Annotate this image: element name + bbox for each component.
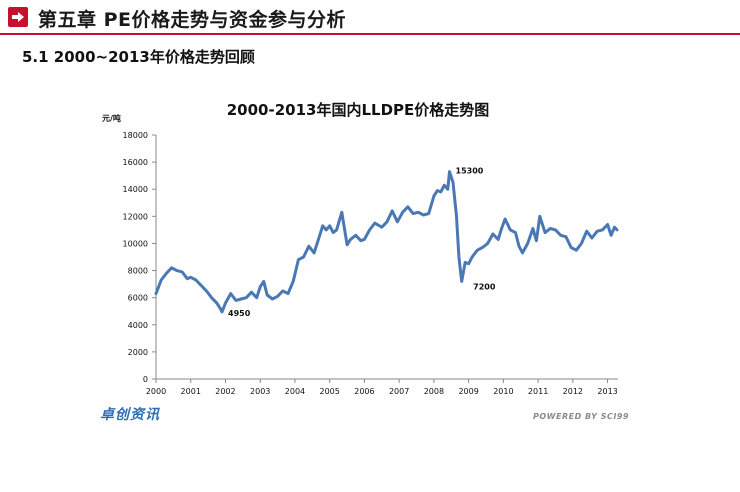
x-tick-label: 2004 [285,387,305,396]
x-tick-label: 2006 [354,387,374,396]
y-tick-label: 6000 [128,294,148,303]
y-tick-label: 0 [143,375,148,384]
title-divider [0,33,740,35]
x-tick-label: 2010 [493,387,513,396]
x-tick-label: 2003 [250,387,270,396]
y-tick-label: 10000 [123,239,148,248]
chart-title: 2000-2013年国内LLDPE价格走势图 [227,101,490,119]
series-layer [154,170,619,314]
y-tick-label: 14000 [123,185,148,194]
header-bar: 第五章 PE价格走势与资金参与分析 [0,0,740,34]
brand-logo: 卓创资讯 [100,407,160,423]
y-tick-label: 16000 [123,158,148,167]
price-series-line [154,170,619,314]
data-label: 15300 [456,167,484,176]
axes: 0 2000 4000 6000 8000 10000 12000 14000 16000 180… [123,131,618,396]
x-tick-label: 2009 [458,387,478,396]
page-title: 第五章 PE价格走势与资金参与分析 [38,9,347,31]
x-tick-label: 2002 [215,387,235,396]
y-tick-label: 12000 [123,212,148,221]
powered-by-text: POWERED BY SCI99 [533,412,629,421]
x-tick-label: 2007 [389,387,409,396]
section-title: 5.1 2000~2013年价格走势回顾 [22,48,255,66]
data-label: 7200 [473,282,496,291]
chart: 2000-2013年国内LLDPE价格走势图 元/吨 0 2000 4000 6000… [88,95,628,425]
line-chart: 2000-2013年国内LLDPE价格走势图 元/吨 0 2000 4000 6000… [102,101,619,396]
y-tick-label: 2000 [128,348,148,357]
data-label: 4950 [228,309,251,318]
y-tick-label: 18000 [123,131,148,140]
x-tick-label: 2012 [563,387,583,396]
x-tick-label: 2005 [320,387,340,396]
y-tick-label: 4000 [128,321,148,330]
x-tick-label: 2011 [528,387,548,396]
x-tick-label: 2000 [146,387,166,396]
y-tick-label: 8000 [128,267,148,276]
x-tick-label: 2013 [597,387,617,396]
arrow-right-icon [8,7,28,27]
x-tick-label: 2001 [181,387,201,396]
x-tick-label: 2008 [424,387,444,396]
annotation-layer: 15300 4950 7200 [228,167,496,318]
y-axis-label: 元/吨 [102,113,121,123]
